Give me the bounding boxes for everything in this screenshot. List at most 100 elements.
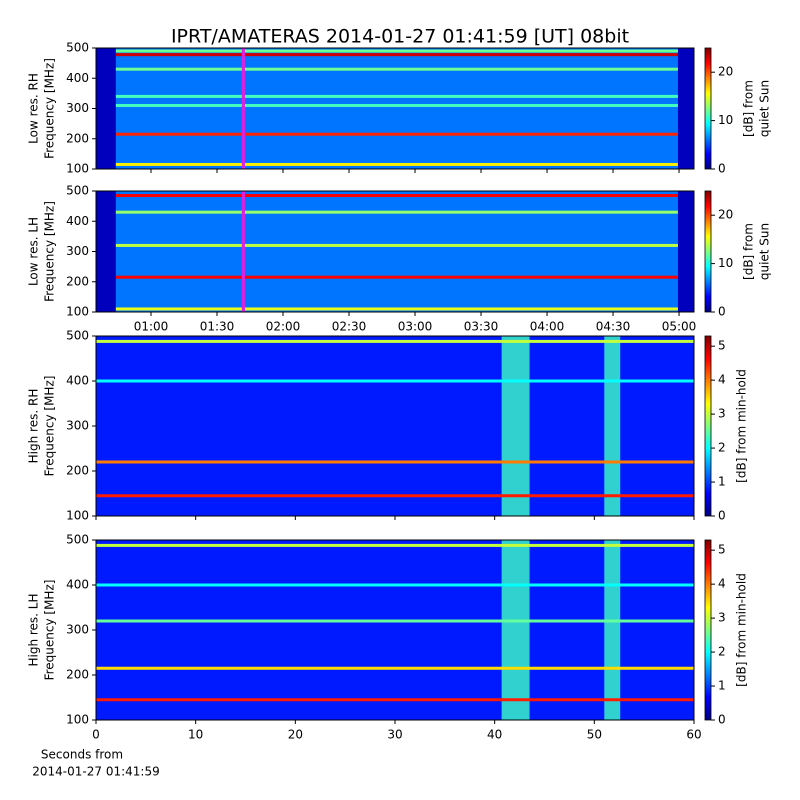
x-tick-label: 02:30 [332, 320, 367, 334]
y-tick-label: 500 [66, 329, 89, 343]
colorbar-label: quiet Sun [758, 223, 772, 280]
band [96, 619, 694, 623]
x-tick-label: 60 [686, 728, 701, 742]
colorbar-tick-label: 2 [718, 645, 726, 659]
colorbar-tick-label: 5 [718, 339, 726, 353]
x-tick-label: 50 [587, 728, 602, 742]
x-tick-label: 04:00 [530, 320, 565, 334]
x-tick-label: 30 [387, 728, 402, 742]
colorbar-tick-label: 3 [718, 611, 726, 625]
x-tick-label: 02:00 [266, 320, 301, 334]
band [96, 103, 694, 107]
burst [604, 540, 621, 720]
x-label: Seconds from [41, 748, 123, 762]
band [96, 379, 694, 383]
y-label: High res. RH [27, 389, 41, 464]
figure-title: IPRT/AMATERAS 2014-01-27 01:41:59 [UT] 0… [171, 26, 629, 48]
colorbar-tick-label: 0 [718, 509, 726, 523]
band [96, 94, 694, 98]
masked-region [96, 48, 116, 169]
x-tick-label: 40 [487, 728, 502, 742]
band [96, 307, 694, 311]
band [96, 210, 694, 214]
heatmap-background [96, 48, 694, 169]
y-tick-label: 100 [66, 713, 89, 727]
band [96, 67, 694, 71]
colorbar-tick-label: 1 [718, 679, 726, 693]
y-tick-label: 200 [66, 668, 89, 682]
colorbar-label: [dB] from [742, 80, 756, 137]
x-tick-label: 01:30 [200, 320, 235, 334]
x-tick-label: 20 [288, 728, 303, 742]
colorbar-tick-label: 20 [718, 65, 733, 79]
band [96, 666, 694, 670]
y-tick-label: 200 [66, 131, 89, 145]
colorbar-tick-label: 0 [718, 162, 726, 176]
band [96, 543, 694, 547]
y-tick-label: 200 [66, 464, 89, 478]
band [96, 460, 694, 464]
colorbar-tick-label: 20 [718, 208, 733, 222]
x-tick-label: 0 [92, 728, 100, 742]
burst [501, 336, 530, 516]
colorbar-label: [dB] from [742, 223, 756, 280]
band [96, 243, 694, 247]
masked-region [96, 191, 116, 312]
y-tick-label: 500 [66, 41, 89, 55]
y-tick-label: 400 [66, 214, 89, 228]
band [96, 49, 694, 53]
y-tick-label: 300 [66, 101, 89, 115]
colorbar-tick-label: 0 [718, 713, 726, 727]
colorbar-label: [dB] from min-hold [735, 573, 749, 687]
colorbar-tick-label: 4 [718, 577, 726, 591]
colorbar [704, 190, 712, 313]
burst [604, 336, 621, 516]
y-tick-label: 500 [66, 533, 89, 547]
colorbar-tick-label: 0 [718, 305, 726, 319]
colorbar [704, 335, 712, 517]
y-label: Frequency [MHz] [43, 58, 57, 159]
x-tick-label: 01:00 [134, 320, 169, 334]
masked-region [677, 191, 694, 312]
heatmap-background [96, 336, 694, 516]
y-label: Frequency [MHz] [43, 376, 57, 477]
burst [501, 540, 530, 720]
x-tick-label: 05:00 [662, 320, 697, 334]
band [96, 583, 694, 587]
colorbar-tick-label: 2 [718, 441, 726, 455]
band [96, 53, 694, 57]
y-label: Frequency [MHz] [43, 580, 57, 681]
band [96, 275, 694, 279]
heatmap-background [96, 191, 694, 312]
y-tick-label: 300 [66, 419, 89, 433]
colorbar-tick-label: 3 [718, 407, 726, 421]
y-label: Low res. RH [27, 73, 41, 144]
colorbar-tick-label: 10 [718, 113, 733, 127]
colorbar-label: quiet Sun [758, 80, 772, 137]
band [96, 132, 694, 136]
y-tick-label: 500 [66, 184, 89, 198]
y-label: Frequency [MHz] [43, 201, 57, 302]
y-tick-label: 400 [66, 374, 89, 388]
masked-region [677, 48, 694, 169]
y-tick-label: 300 [66, 244, 89, 258]
x-tick-label: 04:30 [596, 320, 631, 334]
x-tick-label: 10 [188, 728, 203, 742]
y-tick-label: 300 [66, 623, 89, 637]
y-tick-label: 100 [66, 162, 89, 176]
x-tick-label: 03:00 [398, 320, 433, 334]
colorbar [704, 47, 712, 170]
colorbar [704, 539, 712, 721]
colorbar-label: [dB] from min-hold [735, 369, 749, 483]
y-tick-label: 100 [66, 305, 89, 319]
y-tick-label: 100 [66, 509, 89, 523]
colorbar-tick-label: 1 [718, 475, 726, 489]
y-label: Low res. LH [27, 217, 41, 286]
y-tick-label: 400 [66, 71, 89, 85]
y-label: High res. LH [27, 593, 41, 666]
colorbar-tick-label: 4 [718, 373, 726, 387]
band [96, 494, 694, 498]
band [96, 194, 694, 198]
band [96, 339, 694, 343]
